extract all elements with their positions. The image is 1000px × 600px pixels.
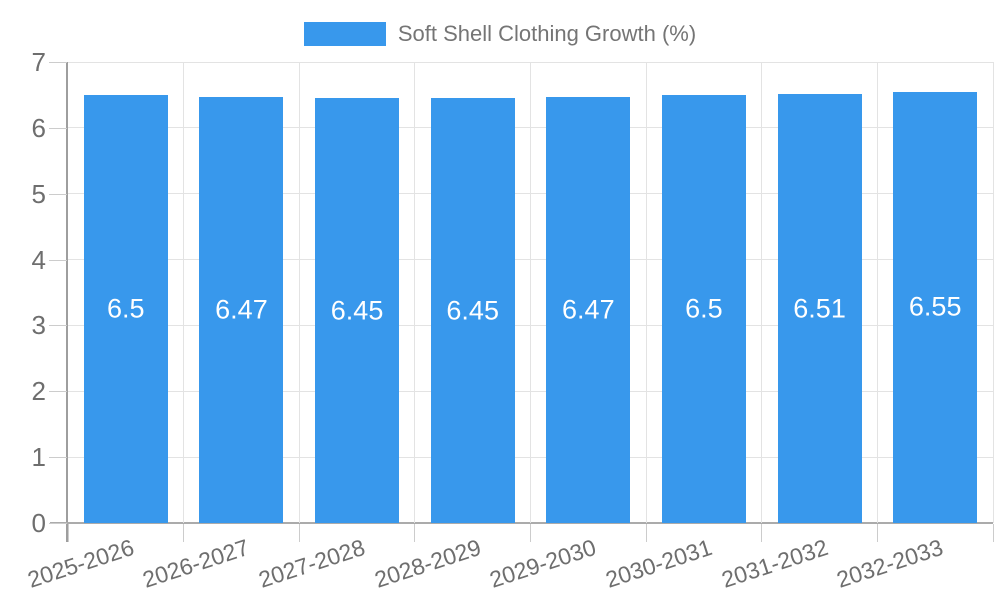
legend-swatch — [303, 22, 386, 46]
gridline-vertical — [298, 62, 300, 523]
x-tick-mark — [183, 524, 185, 542]
gridline-vertical — [992, 62, 994, 523]
y-tick-label: 6 — [31, 112, 46, 143]
y-tick-label: 5 — [31, 178, 46, 209]
gridline-vertical — [876, 62, 878, 523]
bar-value-label: 6.47 — [215, 294, 268, 325]
bar-value-label: 6.5 — [685, 293, 723, 324]
x-tick-mark — [414, 524, 416, 542]
bar-value-label: 6.45 — [330, 295, 384, 326]
bar: 6.45 — [430, 98, 515, 523]
y-tick-mark — [49, 457, 67, 459]
legend: Soft Shell Clothing Growth (%) — [0, 22, 1000, 46]
bar-value-label: 6.5 — [107, 293, 145, 324]
y-tick-label: 0 — [31, 508, 46, 538]
y-tick-mark — [49, 62, 67, 63]
y-tick-mark — [49, 127, 67, 129]
x-tick-mark — [298, 524, 300, 542]
x-tick-mark — [876, 524, 878, 542]
bar: 6.45 — [315, 98, 400, 523]
y-tick-mark — [49, 193, 67, 195]
plot-area: 6.5 6.47 6.45 6.45 6.47 6.5 6.51 6.55 — [68, 61, 994, 523]
bar: 6.47 — [199, 96, 284, 523]
bar: 6.5 — [661, 94, 746, 523]
y-tick-label: 3 — [31, 310, 46, 341]
x-axis-line — [50, 522, 993, 524]
x-tick-mark — [530, 524, 531, 542]
gridline-vertical — [183, 62, 185, 523]
x-tick-mark — [67, 524, 69, 542]
bar-value-label: 6.51 — [793, 293, 846, 324]
gridline-vertical — [645, 62, 647, 523]
x-tick-mark — [645, 524, 647, 542]
y-tick-label: 4 — [31, 244, 46, 275]
bar-value-label: 6.55 — [908, 291, 962, 322]
y-tick-mark — [49, 523, 67, 524]
y-axis-line — [66, 62, 68, 542]
legend-label: Soft Shell Clothing Growth (%) — [397, 21, 697, 46]
bar: 6.5 — [83, 94, 168, 523]
y-tick-label: 2 — [31, 376, 46, 407]
bar-value-label: 6.47 — [562, 294, 615, 325]
x-tick-mark — [761, 524, 763, 542]
bar: 6.51 — [777, 94, 862, 523]
y-tick-mark — [49, 259, 67, 261]
y-tick-mark — [49, 325, 67, 327]
gridline-vertical — [414, 62, 416, 523]
bar: 6.47 — [546, 96, 631, 523]
y-tick-mark — [49, 391, 67, 393]
x-tick-mark — [992, 524, 994, 542]
gridline-vertical — [761, 62, 763, 523]
y-tick-label: 1 — [31, 442, 46, 473]
bar-value-label: 6.45 — [446, 295, 499, 326]
gridline-vertical — [530, 62, 531, 523]
bar: 6.55 — [893, 91, 978, 523]
y-tick-label: 7 — [31, 47, 46, 77]
